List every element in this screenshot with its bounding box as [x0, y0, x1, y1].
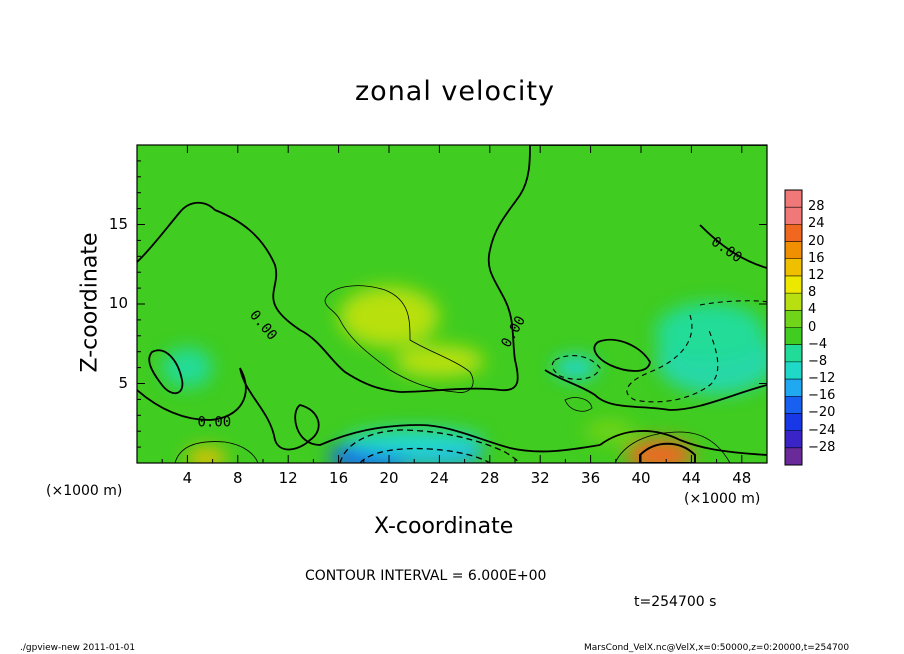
x-tick-label: 36	[581, 469, 601, 487]
colorbar-cell	[785, 207, 802, 225]
colorbar-cell	[785, 430, 802, 449]
field-feature	[394, 345, 485, 378]
field-background	[137, 145, 767, 463]
colorbar	[784, 189, 803, 466]
zero-contour-right	[530, 145, 767, 269]
negative-contour-dashed-right	[626, 300, 767, 403]
y-tick-label: 10	[108, 294, 128, 312]
x-tick-label: 40	[631, 469, 651, 487]
closed-contour-hot	[639, 442, 696, 463]
x-tick-label: 32	[530, 469, 550, 487]
positive-contour-thin	[324, 285, 474, 393]
colorbar-tick-label: 24	[808, 216, 825, 232]
field-feature	[186, 448, 227, 463]
field-feature	[162, 347, 213, 388]
x-units-right: (×1000 m)	[684, 491, 761, 507]
colorbar-tick-label: 8	[808, 285, 817, 301]
zero-contour-right-low	[599, 430, 767, 456]
x-units-left: (×1000 m)	[46, 483, 123, 499]
colorbar-tick-label: 28	[808, 199, 825, 215]
x-tick-label: 4	[182, 469, 193, 487]
field-feature	[584, 419, 635, 444]
colorbar-cell	[785, 241, 802, 260]
colorbar-cell	[785, 327, 802, 346]
field-feature	[553, 355, 598, 380]
colorbar-cell	[785, 396, 802, 414]
colorbar-cell	[785, 344, 802, 363]
colorbar-tick-label: 4	[808, 302, 817, 318]
x-tick-label: 20	[379, 469, 399, 487]
negative-contour-dashed	[339, 429, 521, 463]
colorbar-tick-label: 16	[808, 250, 825, 266]
colorbar-cell	[785, 379, 802, 397]
x-tick-label: 28	[480, 469, 500, 487]
zero-contour-left	[137, 145, 531, 393]
colorbar-cell	[785, 293, 802, 311]
y-tick-label: 5	[118, 373, 128, 392]
colorbar-tick-label: −24	[808, 422, 836, 438]
x-tick-label: 12	[278, 469, 298, 487]
velocity-field	[137, 145, 767, 463]
positive-contour-tiny	[564, 397, 593, 412]
time-label: t=254700 s	[634, 594, 717, 610]
x-tick-label: 8	[233, 469, 243, 487]
footer-right: MarsCond_VelX.nc@VelX,x=0:50000,z=0:2000…	[584, 643, 850, 653]
contour-lines	[137, 145, 767, 463]
colorbar-tick-label: −4	[808, 336, 828, 352]
chart-title: zonal velocity	[355, 76, 555, 107]
contour-interval: CONTOUR INTERVAL = 6.000E+00	[305, 568, 547, 584]
zero-contour-mid-right	[544, 369, 767, 411]
positive-contour-hot-thin	[614, 431, 731, 463]
footer-left: ./gpview-new 2011-01-01	[20, 643, 136, 653]
x-axis-title: X-coordinate	[374, 514, 514, 539]
colorbar-cell	[785, 190, 802, 208]
field-feature	[339, 286, 439, 347]
y-tick-label: 15	[108, 214, 128, 233]
colorbar-cell	[785, 413, 802, 432]
colorbar-tick-label: −8	[808, 353, 828, 369]
positive-contour-left-thin	[174, 441, 259, 463]
closed-contour-right	[593, 338, 651, 372]
colorbar-cell	[785, 361, 802, 380]
negative-contour-dashed-inner	[359, 447, 491, 463]
colorbar-tick-label: 12	[808, 267, 825, 283]
colorbar-cell	[785, 224, 802, 243]
colorbar-tick-label: −16	[808, 388, 836, 404]
colorbar-tick-label: −20	[808, 405, 836, 421]
contour-label: 0.00	[197, 414, 231, 430]
closed-contour-left	[148, 349, 184, 394]
colorbar-cell	[785, 310, 802, 328]
colorbar-tick-label: 0	[808, 319, 817, 335]
colorbar-tick-label: −12	[808, 371, 836, 387]
y-axis-title: Z-coordinate	[77, 232, 103, 373]
colorbar-cell	[785, 275, 802, 294]
colorbar-cell	[785, 258, 802, 277]
colorbar-tick-label: 20	[808, 233, 825, 249]
colorbar-cell	[785, 447, 802, 466]
x-tick-label: 16	[329, 469, 349, 487]
zero-contour-low	[137, 367, 601, 453]
x-tick-label: 24	[429, 469, 449, 487]
x-tick-label: 44	[681, 469, 701, 487]
x-tick-label: 48	[732, 469, 752, 487]
colorbar-tick-label: −28	[808, 439, 836, 455]
